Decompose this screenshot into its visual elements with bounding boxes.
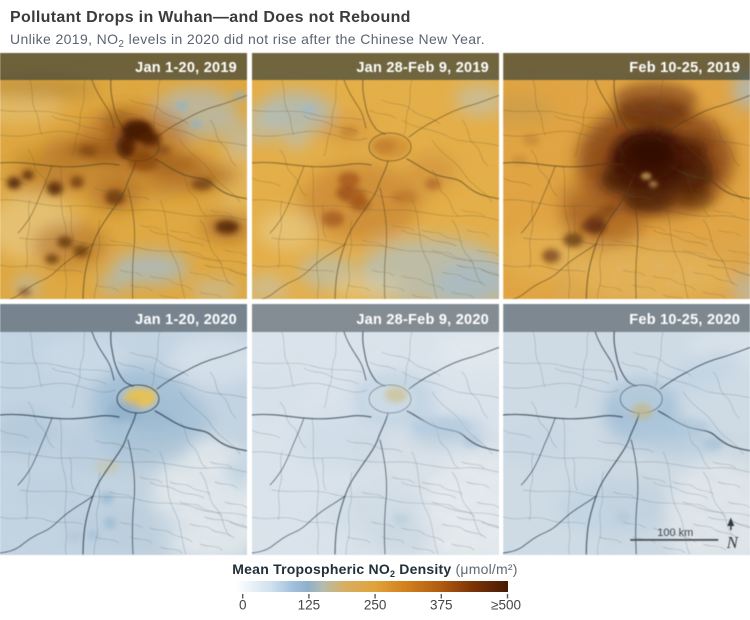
svg-text:N: N (725, 533, 739, 552)
svg-text:Jan 28-Feb 9, 2019: Jan 28-Feb 9, 2019 (356, 60, 489, 76)
svg-text:0: 0 (239, 598, 247, 613)
svg-text:100 km: 100 km (657, 527, 693, 539)
svg-text:Jan 1-20, 2019: Jan 1-20, 2019 (135, 60, 237, 76)
svg-text:Jan 28-Feb 9, 2020: Jan 28-Feb 9, 2020 (356, 312, 489, 328)
svg-text:Feb 10-25, 2019: Feb 10-25, 2019 (629, 60, 740, 76)
svg-text:250: 250 (364, 598, 387, 613)
svg-text:125: 125 (298, 598, 321, 613)
svg-text:375: 375 (430, 598, 453, 613)
svg-text:Jan 1-20, 2020: Jan 1-20, 2020 (135, 312, 237, 328)
svg-text:≥500: ≥500 (491, 598, 521, 613)
svg-text:Feb 10-25, 2020: Feb 10-25, 2020 (629, 312, 740, 328)
